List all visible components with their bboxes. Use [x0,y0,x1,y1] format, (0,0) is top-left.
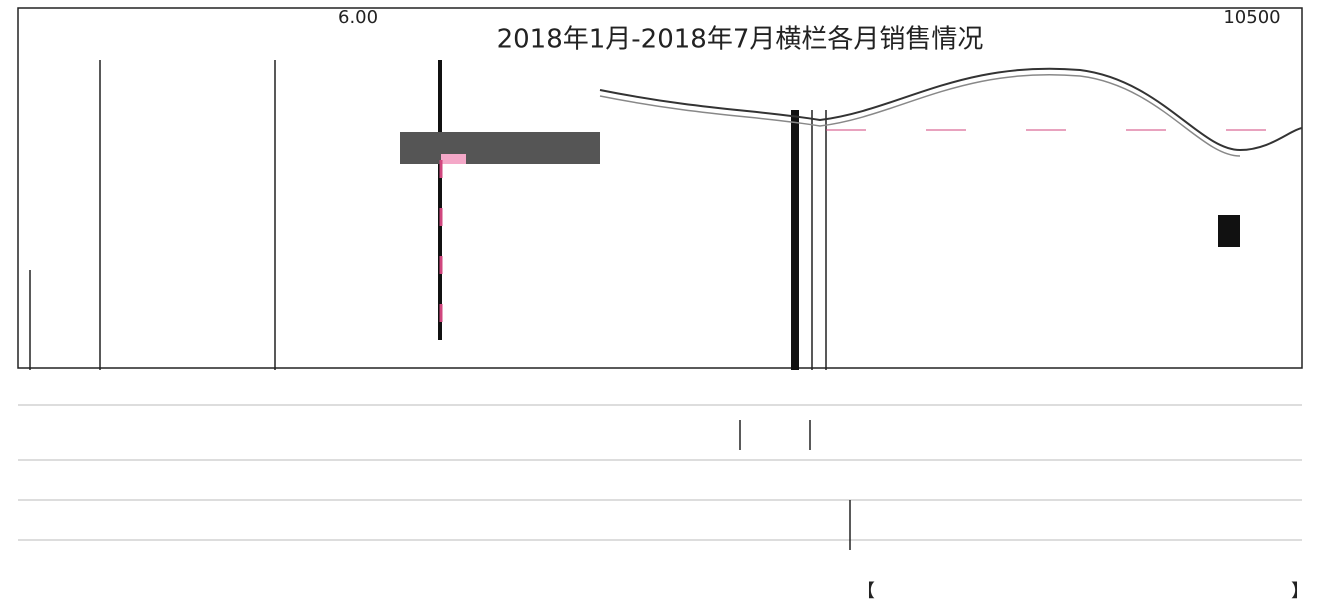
bracket-open: 【 [857,581,875,602]
table-lines [18,404,1302,550]
left-axis-top: 6.00 [338,7,378,28]
chart-frame [17,7,1303,370]
right-axis-top: 10500 [1223,7,1280,28]
bracket-close: 】 [1291,581,1309,602]
chart-title: 2018年1月-2018年7月横栏各月销售情况 [497,25,984,55]
